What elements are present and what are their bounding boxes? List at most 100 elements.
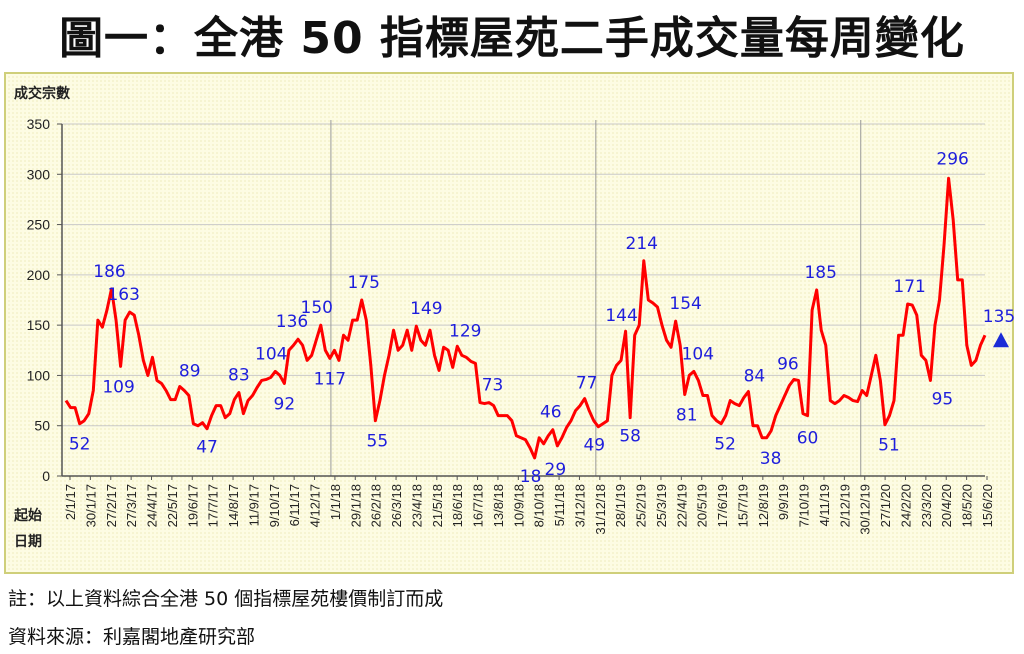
source-note: 資料來源：利嘉閣地產研究部 — [8, 626, 256, 648]
x-tick-label: 31/12/18 — [593, 484, 608, 535]
x-tick-label: 13/8/18 — [491, 484, 506, 527]
x-tick-label: 24/2/20 — [898, 484, 913, 527]
x-tick-label: 10/9/18 — [511, 484, 526, 527]
footnote: 註：以上資料綜合全港 50 個指標屋苑樓價制訂而成 — [8, 588, 444, 610]
y-tick-label: 350 — [27, 116, 51, 132]
x-tick-label: 1/1/18 — [328, 484, 343, 520]
data-labels: 5218610916389478310492136150117175551491… — [69, 149, 1015, 487]
x-tick-label: 30/1/17 — [83, 484, 98, 527]
x-tick-label: 15/6/20 — [980, 484, 995, 527]
x-tick-label: 3/12/18 — [572, 484, 587, 527]
data-label: 214 — [626, 234, 658, 254]
data-label: 81 — [676, 406, 698, 426]
x-tick-label: 18/5/20 — [960, 484, 975, 527]
data-label: 60 — [797, 429, 819, 449]
data-label: 163 — [107, 285, 139, 305]
data-label: 52 — [69, 435, 91, 455]
chart-title: 圖一：全港 50 指標屋苑二手成交量每周變化 — [59, 13, 965, 64]
x-tick-label: 11/9/17 — [246, 484, 261, 526]
x-tick-label: 26/3/18 — [389, 484, 404, 527]
x-tick-label: 6/11/17 — [287, 484, 302, 526]
last-value-marker — [993, 332, 1009, 348]
data-label: 296 — [936, 149, 968, 169]
y-axis-title: 成交宗數 — [14, 85, 70, 102]
x-tick-label: 18/6/18 — [450, 484, 465, 527]
data-label: 95 — [932, 389, 954, 409]
y-tick-label: 300 — [27, 166, 51, 182]
y-tick-label: 0 — [42, 468, 50, 484]
chart-background — [6, 74, 1012, 572]
y-tick-label: 50 — [34, 418, 50, 434]
x-tick-label: 15/7/19 — [735, 484, 750, 527]
data-label: 129 — [449, 321, 481, 341]
y-tick-label: 150 — [27, 317, 51, 333]
data-label: 77 — [576, 374, 598, 394]
data-label: 104 — [682, 344, 714, 364]
x-tick-label: 4/11/19 — [817, 484, 832, 526]
x-tick-label: 22/4/19 — [674, 484, 689, 527]
x-tick-label: 20/5/19 — [695, 484, 710, 527]
data-label: 92 — [274, 394, 296, 414]
y-tick-label: 250 — [27, 217, 51, 233]
x-tick-label: 9/10/17 — [267, 484, 282, 527]
x-tick-label: 27/2/17 — [104, 484, 119, 527]
data-label: 52 — [714, 435, 736, 455]
x-tick-label: 21/5/18 — [430, 484, 445, 527]
series-line — [64, 176, 987, 460]
data-label: 89 — [179, 361, 201, 381]
data-label: 186 — [93, 262, 125, 282]
x-tick-label: 25/2/19 — [634, 484, 649, 527]
x-tick-label: 26/2/18 — [369, 484, 384, 527]
data-label: 185 — [804, 263, 836, 283]
y-tick-labels: 0 50 100 150 200 250 300 350 — [27, 116, 51, 484]
x-tick-label: 19/6/17 — [185, 484, 200, 527]
data-label: 84 — [744, 367, 766, 387]
x-tick-label: 30/12/19 — [858, 484, 873, 535]
series-group — [64, 176, 1009, 460]
data-label: 51 — [878, 436, 900, 456]
data-label: 46 — [540, 403, 562, 423]
data-label: 55 — [367, 432, 389, 452]
x-tick-label: 7/10/19 — [797, 484, 812, 527]
data-label: 96 — [777, 354, 799, 374]
data-label: 144 — [605, 306, 637, 326]
x-tick-label: 2/12/19 — [837, 484, 852, 527]
x-tick-label: 17/6/19 — [715, 484, 730, 527]
data-label: 117 — [314, 369, 346, 389]
data-label: 18 — [520, 467, 542, 487]
y-tick-label: 100 — [27, 367, 51, 383]
line-chart: 0 50 100 150 200 250 300 350 2/1/17 30/1/17 27/2/… — [6, 74, 1015, 572]
data-label: 175 — [347, 273, 379, 293]
x-tick-label: 24/4/17 — [145, 484, 160, 527]
data-label: 47 — [196, 438, 218, 458]
x-tick-label: 12/8/19 — [756, 484, 771, 527]
data-label: 154 — [669, 294, 701, 314]
x-tick-labels: 2/1/17 30/1/17 27/2/17 27/3/17 24/4/17 22/5/1… — [63, 476, 995, 535]
data-label: 49 — [583, 436, 605, 456]
data-label: 83 — [228, 366, 250, 386]
year-separators — [330, 120, 862, 476]
data-label: 29 — [545, 460, 567, 480]
y-tick-label: 200 — [27, 267, 51, 283]
x-tick-label: 8/10/18 — [532, 484, 547, 527]
x-axis-title-line2: 日期 — [14, 534, 42, 550]
x-tick-label: 20/4/20 — [939, 484, 954, 527]
x-tick-label: 23/3/20 — [919, 484, 934, 527]
data-label: 58 — [619, 427, 641, 447]
data-label: 38 — [760, 449, 782, 469]
x-tick-label: 16/7/18 — [471, 484, 486, 527]
x-tick-label: 28/1/19 — [613, 484, 628, 527]
x-tick-label: 27/3/17 — [124, 484, 139, 527]
x-tick-label: 25/3/19 — [654, 484, 669, 527]
x-axis-title-line1: 起始 — [13, 507, 42, 524]
data-label: 136 — [276, 312, 308, 332]
x-tick-label: 9/9/19 — [776, 484, 791, 520]
gridlines — [57, 123, 985, 477]
x-tick-label: 23/4/18 — [409, 484, 424, 527]
x-tick-label: 29/1/18 — [348, 484, 363, 527]
data-label: 73 — [482, 376, 504, 396]
data-label: 150 — [301, 298, 333, 318]
data-label: 104 — [255, 344, 287, 364]
data-label: 149 — [410, 299, 442, 319]
data-label: 135 — [983, 307, 1015, 327]
